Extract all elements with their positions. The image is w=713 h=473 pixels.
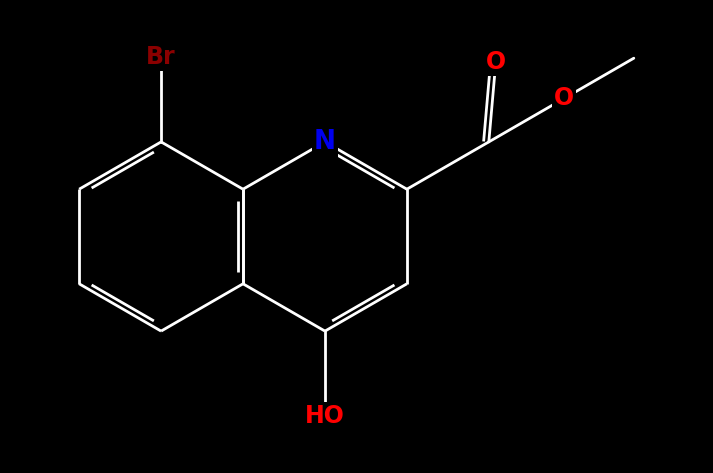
Text: O: O	[554, 87, 574, 110]
Text: O: O	[486, 50, 506, 74]
Text: Br: Br	[146, 45, 176, 69]
Text: N: N	[314, 129, 336, 155]
Text: HO: HO	[305, 404, 345, 428]
